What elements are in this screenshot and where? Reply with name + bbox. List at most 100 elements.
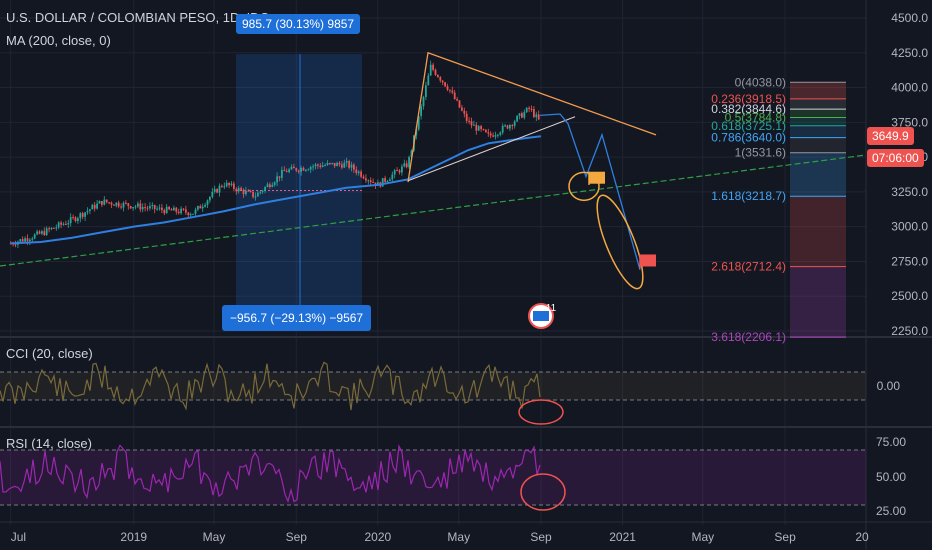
price-candle	[511, 125, 514, 127]
price-candle	[268, 184, 271, 187]
price-candle	[312, 166, 314, 168]
price-candle	[36, 231, 38, 235]
price-candle	[453, 92, 456, 100]
price-axis-tick: 2750.0	[891, 254, 928, 268]
price-candle	[151, 204, 154, 207]
price-candle	[362, 176, 365, 179]
price-candle	[208, 196, 211, 201]
price-candle	[439, 77, 442, 81]
rsi-axis-tick: 75.00	[876, 435, 906, 449]
price-axis-tick: 2250.0	[891, 324, 928, 338]
fib-zone	[790, 125, 846, 138]
price-candle	[458, 100, 461, 108]
price-candle	[93, 204, 96, 209]
price-candle	[537, 114, 540, 120]
fib-level-label: 0(4038.0)	[735, 75, 786, 89]
price-candle	[400, 166, 403, 173]
price-candle	[96, 203, 98, 209]
price-candle	[62, 223, 65, 225]
time-axis-tick: 2019	[120, 530, 147, 544]
price-candle	[45, 228, 48, 235]
price-candle	[218, 185, 221, 193]
time-axis-tick: May	[447, 530, 470, 544]
rsi-indicator-label[interactable]: RSI (14, close)	[6, 436, 92, 451]
triangle-upper-line	[407, 51, 657, 183]
price-candle	[276, 176, 278, 183]
price-candle	[177, 211, 180, 214]
price-axis-tick: 3250.0	[891, 185, 928, 199]
price-candle	[468, 120, 470, 122]
ma-indicator-label[interactable]: MA (200, close, 0)	[6, 33, 111, 48]
price-candle	[364, 178, 367, 181]
price-candle	[196, 206, 199, 210]
fib-level-label: 0.236(3918.5)	[711, 92, 786, 106]
time-axis-tick: 2021	[609, 530, 636, 544]
price-candle	[134, 206, 137, 208]
last-price-badge: 3649.9	[867, 127, 914, 145]
price-candle	[324, 165, 326, 167]
price-candle	[513, 121, 516, 126]
price-candle	[470, 121, 473, 126]
price-candle	[14, 244, 17, 246]
price-candle	[405, 163, 408, 168]
price-candle	[482, 129, 485, 131]
price-candle	[172, 207, 175, 211]
price-candle	[456, 99, 458, 101]
rsi-highlight-ellipse	[520, 473, 566, 511]
price-candle	[530, 108, 533, 110]
price-candle	[506, 125, 509, 129]
price-candle	[141, 207, 144, 210]
price-candle	[163, 210, 166, 214]
price-candle	[254, 196, 257, 198]
price-candle	[487, 132, 490, 134]
price-candle	[444, 82, 446, 87]
price-candle	[496, 134, 499, 136]
price-candle	[223, 186, 226, 188]
price-candle	[331, 162, 334, 164]
price-candle	[316, 164, 319, 166]
cci-indicator-label[interactable]: CCI (20, close)	[6, 346, 93, 361]
price-candle	[55, 227, 58, 229]
price-candle	[9, 243, 12, 245]
price-candle	[26, 238, 29, 242]
price-candle	[532, 109, 535, 117]
fib-zone	[790, 109, 846, 118]
price-axis-tick: 3000.0	[891, 220, 928, 234]
price-candle	[79, 213, 82, 219]
price-candle	[384, 178, 386, 182]
price-candle	[74, 217, 77, 222]
price-candle	[38, 231, 41, 234]
price-candle	[156, 208, 158, 210]
price-candle	[242, 189, 245, 195]
price-candle	[19, 239, 22, 242]
price-candle	[158, 207, 161, 209]
price-candle	[237, 187, 240, 192]
price-candle	[189, 214, 192, 216]
time-axis-tick: May	[691, 530, 714, 544]
price-candle	[165, 206, 168, 214]
price-candle	[424, 85, 427, 97]
rsi-axis-tick: 50.00	[876, 470, 906, 484]
price-candle	[148, 206, 151, 209]
price-candle	[64, 223, 67, 225]
price-candle	[180, 208, 182, 214]
time-axis-tick: Sep	[286, 530, 308, 544]
price-candle	[144, 207, 146, 209]
price-candle	[91, 204, 94, 210]
price-candle	[393, 170, 396, 175]
price-candle	[427, 75, 430, 86]
chart-title: U.S. DOLLAR / COLOMBIAN PESO, 1D, IDC	[6, 10, 269, 25]
fib-level-label: 2.618(2712.4)	[711, 260, 786, 274]
price-candle	[369, 180, 372, 183]
price-candle	[122, 202, 125, 208]
measure-up-label: 985.7 (30.13%) 9857	[236, 14, 361, 34]
price-candle	[388, 179, 391, 181]
price-candle	[297, 170, 300, 172]
price-candle	[355, 169, 358, 173]
price-candle	[225, 182, 228, 187]
price-axis-tick: 2500.0	[891, 289, 928, 303]
fib-level-label: 0.786(3640.0)	[711, 131, 786, 145]
price-candle	[523, 112, 526, 118]
price-candle	[528, 107, 530, 109]
